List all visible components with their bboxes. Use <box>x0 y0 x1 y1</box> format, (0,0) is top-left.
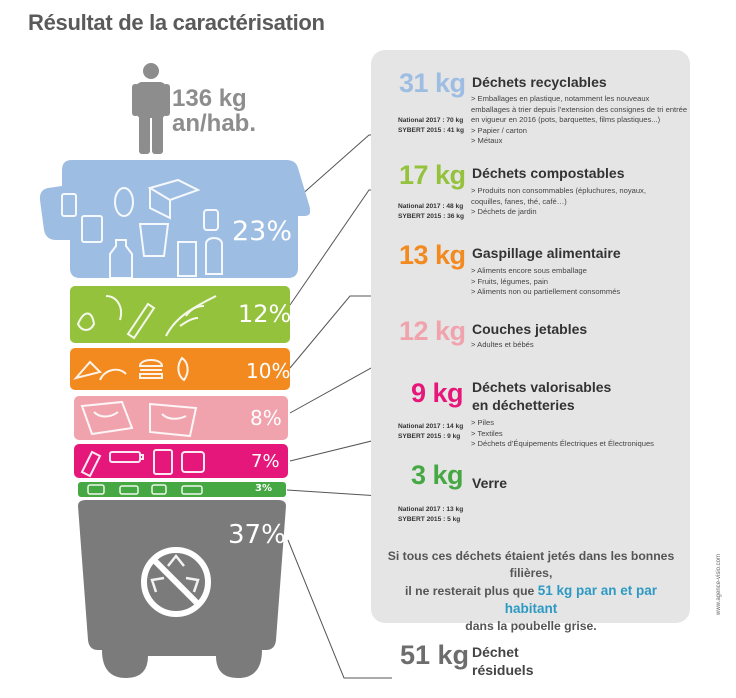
cat-recoverable-stats: National 2017 : 14 kg SYBERT 2015 : 9 kg <box>398 423 464 440</box>
cat-compostables-stats: National 2017 : 48 kg SYBERT 2015 : 36 kg <box>398 203 464 220</box>
pct-food-waste: 10% <box>246 359 291 383</box>
pct-recoverable: 7% <box>251 451 280 472</box>
pct-recyclables: 23% <box>232 216 293 247</box>
info-panel <box>371 50 690 623</box>
summary-text: Si tous ces déchets étaient jetés dans l… <box>387 549 675 633</box>
per-person-amount: 136 kg an/hab. <box>172 86 256 136</box>
pct-compostables: 12% <box>238 300 292 328</box>
cat-glass-amount: 3 kg <box>411 460 464 490</box>
residual-label: Déchet résiduels <box>472 644 534 678</box>
cat-glass-title: Verre <box>472 475 508 491</box>
band-recoverable <box>74 444 288 478</box>
cat-food-amount: 13 kg <box>399 240 466 270</box>
no-recycle-icon <box>150 553 200 593</box>
diaper-icons <box>80 400 198 438</box>
cat-diapers-amount: 12 kg <box>399 316 466 346</box>
food-icons <box>73 356 189 382</box>
cat-recoverable-desc: > Piles > Textiles > Déchets d’Équipements… <box>471 418 654 448</box>
credit-text: www.agence-visio.com <box>716 553 722 615</box>
band-diapers <box>74 396 288 440</box>
glass-icons <box>87 484 203 495</box>
cat-recyclables-title: Déchets recyclables <box>472 74 607 90</box>
cat-recoverable-amount: 9 kg <box>411 378 464 408</box>
cat-compostables-desc: > Produits non consommables (épluchures,… <box>471 186 646 216</box>
pct-glass: 3% <box>255 483 272 494</box>
band-food-waste <box>70 348 290 390</box>
band-compostables <box>70 286 290 343</box>
info-panel-tail <box>512 621 530 632</box>
cat-compostables-title: Déchets compostables <box>472 165 625 181</box>
cat-food-title: Gaspillage alimentaire <box>472 245 621 261</box>
cat-compostables-amount: 17 kg <box>399 160 466 190</box>
band-glass <box>78 482 286 497</box>
battery-icons <box>80 449 205 478</box>
cat-diapers-title: Couches jetables <box>472 321 588 337</box>
page-title: Résultat de la caractérisation <box>28 10 325 35</box>
cat-recyclables-stats: National 2017 : 70 kg SYBERT 2015 : 41 kg <box>398 117 464 134</box>
bin-lid-recyclables <box>39 154 311 280</box>
person-icon <box>132 62 170 159</box>
per-person-unit: an/hab. <box>172 110 257 137</box>
compost-icons <box>76 295 217 340</box>
cat-recyclables-desc: > Emballages en plastique, notamment les… <box>471 94 688 145</box>
per-person-kg: 136 kg <box>172 85 247 112</box>
cat-food-desc: > Aliments encore sous emballage > Fruits… <box>471 266 621 296</box>
residual-amount: 51 kg <box>400 640 470 670</box>
bin-residual <box>76 500 288 685</box>
cat-recyclables-amount: 31 kg <box>399 68 466 98</box>
pct-residual: 37% <box>228 520 286 550</box>
cat-glass-stats: National 2017 : 13 kg SYBERT 2015 : 5 kg <box>398 506 464 523</box>
pct-diapers: 8% <box>250 406 282 430</box>
cat-diapers-desc: > Adultes et bébés <box>471 340 534 349</box>
cat-recoverable-title: Déchets valorisables en déchetteries <box>472 379 612 413</box>
